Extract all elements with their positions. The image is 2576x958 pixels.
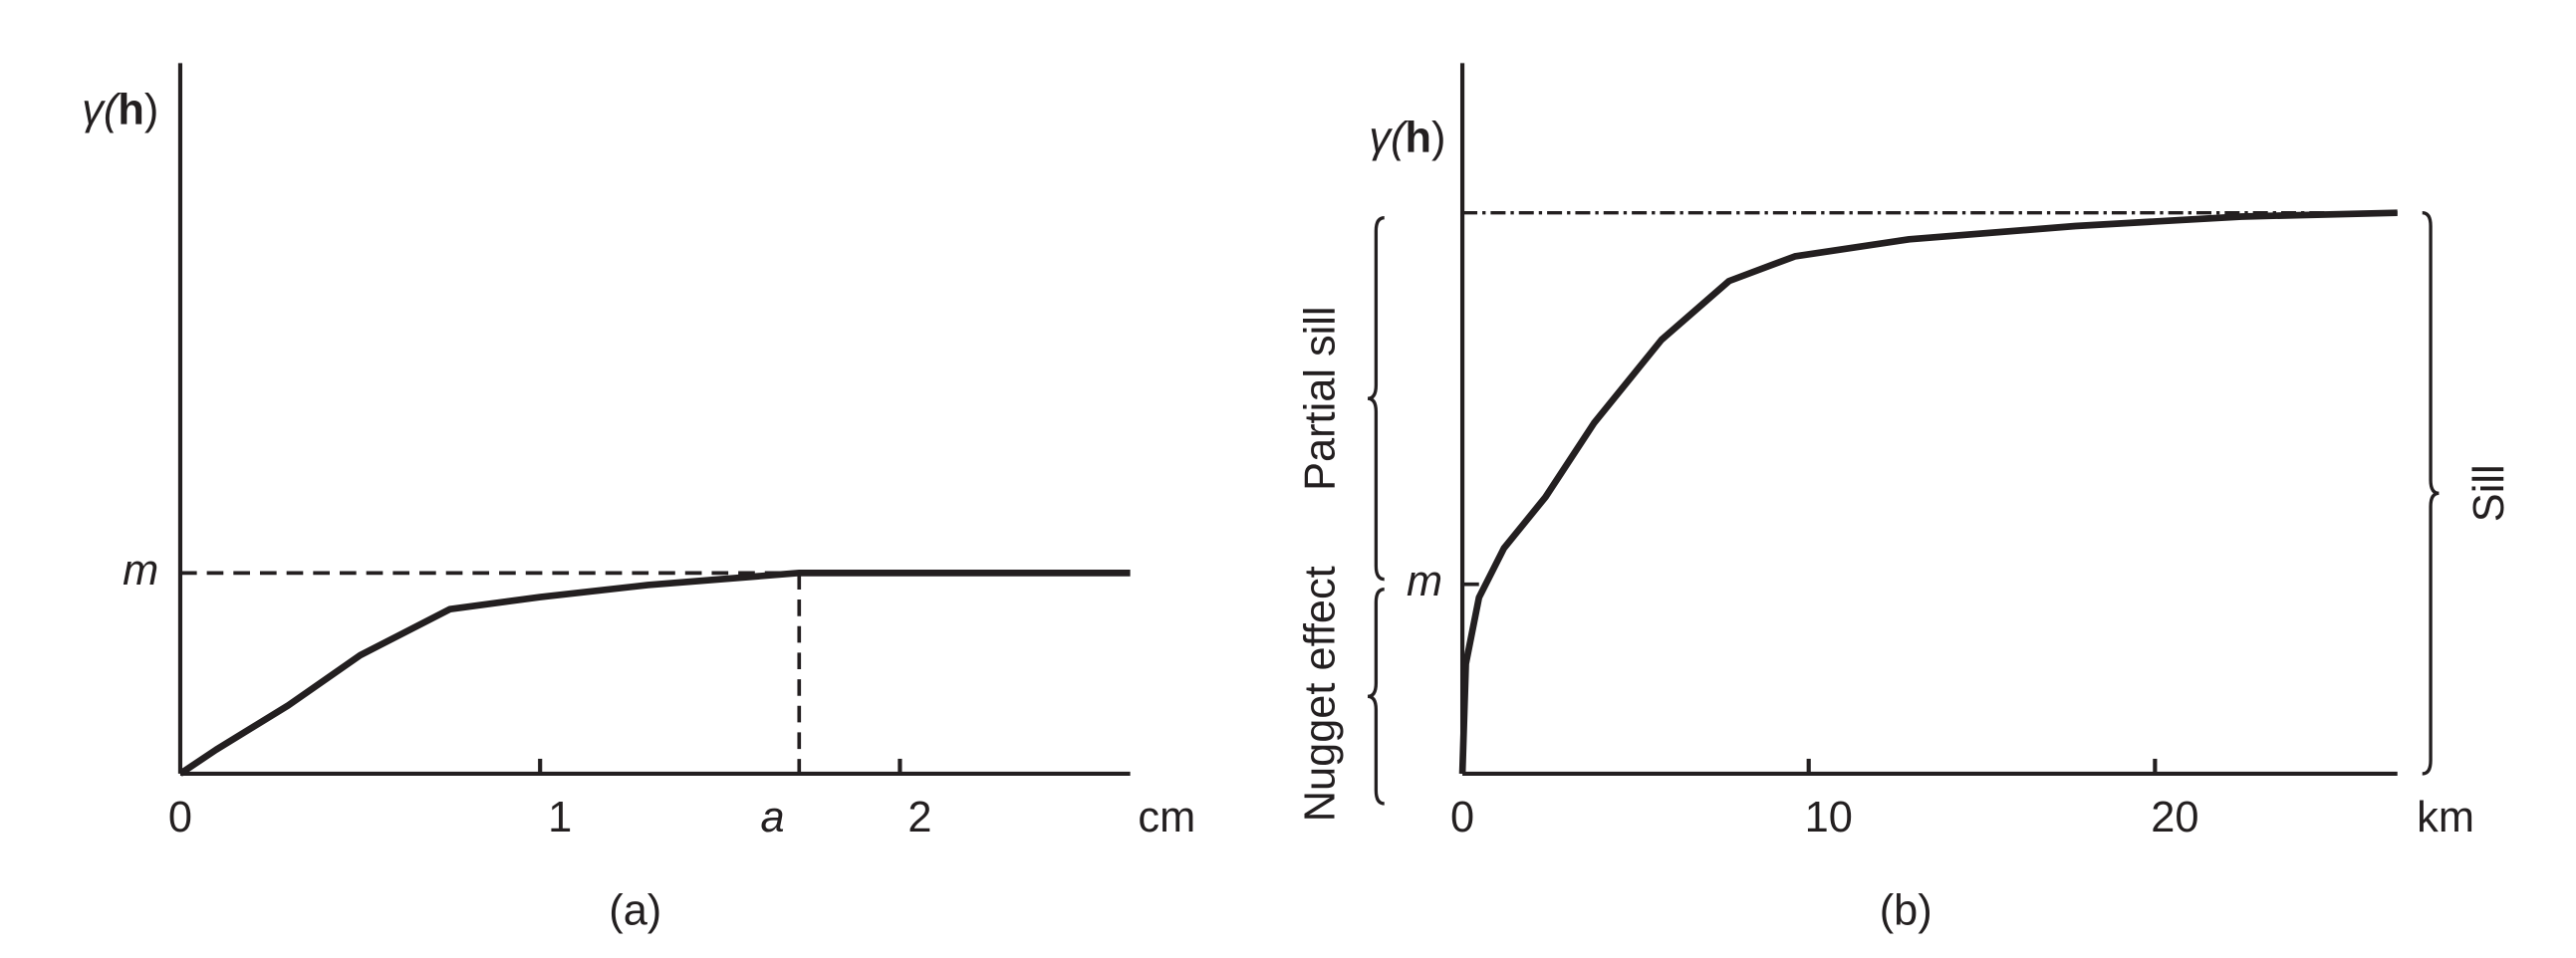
x-tick-label: 0: [168, 794, 192, 841]
y-tick-label: m: [1407, 558, 1442, 605]
x-tick-label: a: [761, 794, 785, 841]
caption: (a): [609, 886, 661, 934]
x-tick-label: 10: [1805, 794, 1853, 841]
caption: (b): [1880, 886, 1932, 934]
brace: [2422, 211, 2440, 776]
y-tick-label: m: [123, 547, 158, 595]
variogram-curve: [1458, 209, 2398, 775]
x-tick-label: 0: [1450, 794, 1474, 841]
variogram-curve: [178, 570, 1131, 777]
brace: [1367, 587, 1385, 806]
y-axis-label-part: h: [1405, 115, 1430, 162]
brace: [1367, 216, 1385, 582]
annotation-label: Nugget effect: [1296, 566, 1344, 822]
x-axis-label: km: [2417, 794, 2474, 841]
x-axis-label: cm: [1138, 794, 1195, 841]
x-tick-label: 2: [907, 794, 931, 841]
y-axis-label-part: γ(: [1369, 115, 1410, 162]
x-tick-label: 20: [2151, 794, 2198, 841]
y-axis-label-part: ): [144, 87, 158, 134]
y-axis-label: γ(h): [1369, 115, 1445, 162]
y-axis-label-part: γ(: [82, 87, 123, 134]
y-axis-label: γ(h): [82, 87, 158, 134]
x-tick-label: 1: [548, 794, 572, 841]
y-axis-label-part: h: [118, 87, 143, 134]
y-axis-label-part: ): [1431, 115, 1445, 162]
annotation-label: Partial sill: [1296, 306, 1344, 490]
annotation-label: Sill: [2465, 464, 2513, 522]
